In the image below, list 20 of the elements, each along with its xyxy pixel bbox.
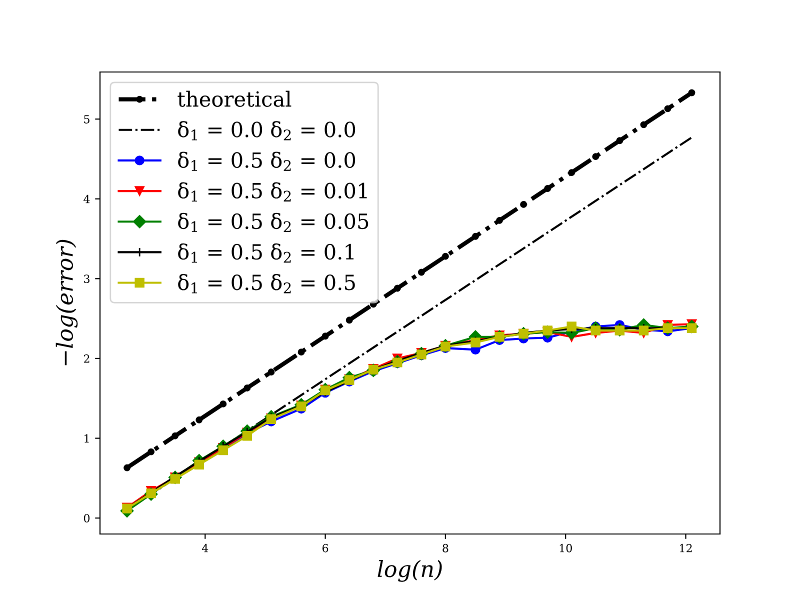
legend-label: δ$_{1}$ = 0.5 δ$_{2}$ = 0.0 [178,152,356,171]
x-tick-label: 12 [680,544,692,552]
x-tick-label: 10 [560,544,572,552]
x-tick-label: 8 [442,544,448,552]
x-tick-label: 6 [322,544,328,552]
legend-label: δ$_{1}$ = 0.0 δ$_{2}$ = 0.0 [178,121,356,140]
y-tick-label: 5 [84,115,90,124]
legend-label: δ$_{1}$ = 0.5 δ$_{2}$ = 0.05 [178,212,368,232]
y-tick-label: 3 [84,274,90,284]
legend-label: δ$_{1}$ = 0.5 δ$_{2}$ = 0.01 [178,182,367,202]
y-tick-label: 1 [84,434,89,442]
x-tick-label: 4 [202,544,208,552]
legend-label: δ$_{1}$ = 0.5 δ$_{2}$ = 0.1 [178,243,354,263]
legend-label: theoretical [178,90,292,107]
y-tick-label: 4 [84,194,90,204]
x-axis-title: log(n) [378,560,442,582]
y-tick-label: 2 [84,354,90,363]
y-axis-title: −log(error) [56,240,78,366]
legend-label: δ$_{1}$ = 0.5 δ$_{2}$ = 0.5 [178,274,355,294]
y-tick-label: 0 [84,514,90,522]
